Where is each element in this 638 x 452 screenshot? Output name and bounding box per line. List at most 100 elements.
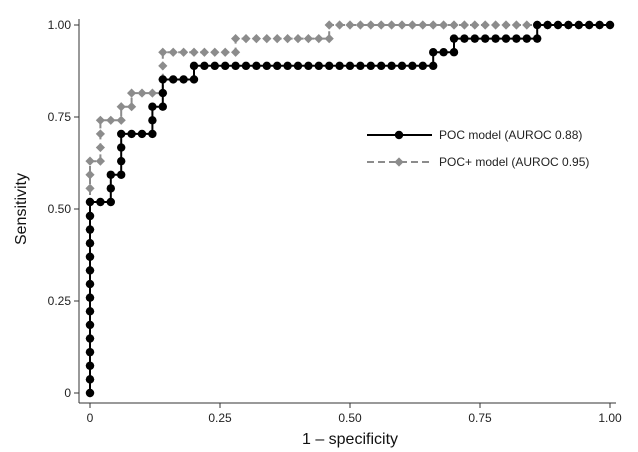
data-point-poc <box>189 75 199 84</box>
data-point-poc <box>106 184 116 193</box>
data-point-poc-plus <box>449 20 459 30</box>
x-axis-title: 1 – specificity <box>302 431 398 448</box>
data-point-poc-plus <box>407 20 417 30</box>
legend-marker-shape <box>394 157 404 167</box>
legend-item-poc-plus: POC+ model (AUROC 0.95) <box>367 155 589 169</box>
series-line-poc <box>89 24 610 393</box>
data-point-poc <box>387 61 396 71</box>
data-point-poc <box>85 293 95 302</box>
data-point-poc <box>85 279 95 289</box>
data-point-poc <box>325 61 334 71</box>
data-point-poc-plus <box>501 20 511 30</box>
plot-series <box>85 20 615 398</box>
data-point-poc-plus <box>137 88 147 98</box>
data-point-poc-plus <box>106 115 116 125</box>
data-point-poc <box>252 61 261 71</box>
data-point-poc <box>605 20 615 30</box>
data-point-poc-plus <box>387 20 397 30</box>
data-point-poc <box>189 61 199 71</box>
data-point-poc <box>148 116 157 125</box>
data-point-poc <box>117 143 126 152</box>
legend-marker-poc-plus <box>394 157 404 167</box>
data-point-poc <box>470 34 479 43</box>
data-point-poc <box>283 61 292 71</box>
data-point-poc-plus <box>293 34 303 44</box>
y-tick-label: 1.00 <box>48 18 72 32</box>
data-point-poc <box>85 375 95 384</box>
data-point-poc <box>522 34 531 43</box>
x-tick-label: 0.25 <box>208 411 232 425</box>
data-point-poc-plus <box>480 20 490 30</box>
y-ticks: 0 0.25 0.50 0.75 1.00 <box>48 18 79 400</box>
data-point-poc-plus <box>85 183 95 193</box>
data-point-poc <box>418 61 427 71</box>
data-point-poc <box>221 61 230 71</box>
data-point-poc-plus <box>272 34 282 44</box>
data-point-poc-plus <box>168 47 178 57</box>
data-point-poc <box>85 197 95 207</box>
data-point-poc <box>408 61 417 71</box>
legend: POC model (AUROC 0.88) POC+ model (AUROC… <box>367 128 589 169</box>
data-point-poc <box>137 129 147 139</box>
data-point-poc <box>85 225 95 234</box>
data-point-poc-plus <box>210 47 220 57</box>
data-point-poc-plus <box>522 20 532 30</box>
y-tick-label: 0 <box>64 386 71 400</box>
data-point-poc-plus <box>335 20 345 30</box>
y-tick-label: 0.25 <box>48 294 72 308</box>
data-point-poc-plus <box>511 20 521 30</box>
x-ticks: 0 0.25 0.50 0.75 1.00 <box>87 403 622 425</box>
data-point-poc <box>148 129 157 139</box>
data-point-poc-plus <box>179 47 189 57</box>
data-point-poc-plus <box>231 34 241 44</box>
data-point-poc-plus <box>324 20 334 30</box>
data-point-poc <box>231 61 240 71</box>
data-point-poc <box>553 20 563 30</box>
data-point-poc-plus <box>127 102 137 112</box>
y-axis-title: Sensitivity <box>13 173 30 245</box>
data-point-poc <box>127 129 136 139</box>
data-point-poc <box>85 388 95 398</box>
data-point-poc <box>85 211 95 221</box>
data-point-poc <box>491 34 500 43</box>
data-point-poc <box>501 34 511 43</box>
data-point-poc-plus <box>158 47 168 57</box>
data-point-poc-plus <box>251 34 261 44</box>
data-point-poc <box>533 34 542 43</box>
data-point-poc <box>429 48 438 57</box>
data-point-poc <box>179 75 188 84</box>
data-point-poc <box>158 88 167 98</box>
legend-label-poc-plus: POC+ model (AUROC 0.95) <box>439 155 589 169</box>
legend-marker-shape <box>394 130 404 140</box>
data-point-poc <box>241 61 251 71</box>
legend-item-poc: POC model (AUROC 0.88) <box>367 128 582 142</box>
data-point-poc <box>345 61 355 71</box>
x-tick-label: 0.50 <box>338 411 362 425</box>
data-point-poc-plus <box>470 20 480 30</box>
data-point-poc <box>262 61 271 71</box>
data-point-poc <box>314 61 323 71</box>
data-point-poc-plus <box>85 170 95 180</box>
data-point-poc-plus <box>283 34 293 44</box>
data-point-poc <box>148 102 157 111</box>
data-point-poc <box>96 197 105 207</box>
data-point-poc-plus <box>418 20 428 30</box>
data-point-poc-plus <box>241 34 251 44</box>
y-tick-label: 0.50 <box>48 202 72 216</box>
data-point-poc-plus <box>355 20 365 30</box>
data-point-poc <box>85 307 95 316</box>
axes: 0 0.25 0.50 0.75 1.00 0 0.25 0.50 0.75 1.00 1 – … <box>13 18 622 448</box>
data-point-poc-plus <box>199 47 209 57</box>
data-point-poc <box>85 239 95 248</box>
data-point-poc-plus <box>116 115 126 125</box>
data-point-poc <box>169 75 178 84</box>
data-point-poc <box>85 361 95 370</box>
x-tick-label: 0.75 <box>468 411 492 425</box>
data-point-poc-plus <box>428 20 438 30</box>
data-point-poc-plus <box>397 20 407 30</box>
data-point-poc <box>356 61 365 71</box>
data-point-poc-plus <box>85 156 95 166</box>
data-point-poc-plus <box>147 88 157 98</box>
data-point-poc <box>543 20 552 30</box>
